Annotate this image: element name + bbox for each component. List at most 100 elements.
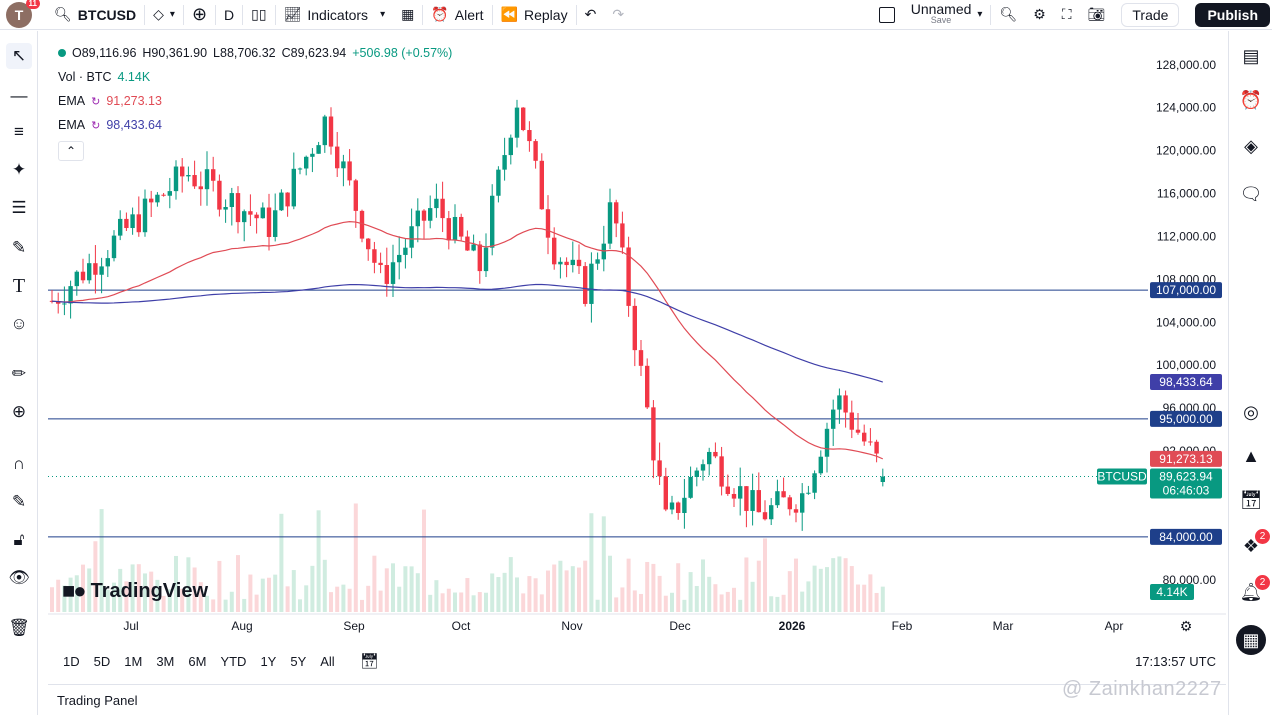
candle (849, 412, 854, 430)
layers-icon[interactable]: ◈ (1244, 135, 1258, 156)
volume-bar (384, 568, 389, 612)
axis-settings-icon[interactable]: ⚙ (1180, 619, 1193, 635)
candle (719, 456, 724, 487)
range-ytd[interactable]: YTD (220, 653, 247, 669)
utc-clock[interactable]: 17:13:57 UTC (1135, 653, 1216, 669)
ema-fast-row[interactable]: EMA ↻ 91,273.13 (58, 89, 452, 113)
watchlist-icon[interactable]: ▤ (1242, 45, 1260, 66)
symbol-search[interactable]: 🔍︎ BTCUSD (46, 0, 144, 30)
chat-icon[interactable]: 🗨︎ (1239, 183, 1263, 204)
alert-button[interactable]: ⏰ Alert (423, 0, 491, 30)
fib-icon[interactable]: ≡ (14, 122, 24, 141)
forecast-icon[interactable]: ☰ (11, 198, 27, 217)
candle (682, 497, 687, 513)
volume-bar (397, 586, 402, 612)
open-value: O89,116.96 (72, 46, 137, 60)
layout-name: Unnamed (910, 0, 972, 17)
volume-bar (310, 565, 315, 612)
hline-price-tag: 95,000.00 (1159, 412, 1213, 426)
lock-icon[interactable]: 🔓︎ (13, 530, 25, 549)
candle (310, 153, 315, 157)
text-icon[interactable]: T (12, 274, 26, 297)
trash-icon[interactable]: 🗑︎ (8, 618, 30, 637)
zoom-icon[interactable]: ⊕ (11, 402, 27, 421)
lock-drawings-icon[interactable]: ✎ (11, 492, 27, 511)
volume-row[interactable]: Vol · BTC 4.14K (58, 65, 452, 89)
volume-bar (756, 560, 761, 612)
candle (446, 218, 451, 241)
range-5d[interactable]: 5D (93, 653, 111, 669)
cycle-icon: ↻ (91, 119, 101, 132)
settings-button[interactable]: ⚙ (1025, 0, 1054, 30)
ema-fast-line[interactable] (51, 221, 884, 460)
volume-bar (459, 592, 464, 612)
indicators-button[interactable]: 📈︎ Indicators ▾ (276, 0, 394, 30)
replay-button[interactable]: ⏪ Replay (493, 0, 576, 30)
pattern-icon[interactable]: ✦ (11, 160, 27, 179)
notification-badge: 11 (25, 0, 40, 9)
layout-menu[interactable]: Unnamed Save ▾ (871, 0, 991, 30)
candle (378, 262, 383, 266)
range-1y[interactable]: 1Y (260, 653, 277, 669)
volume-bar (236, 555, 240, 612)
range-1d[interactable]: 1D (63, 653, 80, 669)
ruler-icon[interactable]: ✏ (11, 364, 27, 383)
redo-button[interactable]: ↷ (604, 0, 632, 30)
range-1m[interactable]: 1M (124, 653, 143, 669)
volume-bar (223, 599, 228, 612)
target-icon[interactable]: ◎ (1243, 401, 1259, 422)
candle (855, 429, 861, 433)
candle (223, 207, 228, 210)
user-avatar[interactable]: T 11 (6, 0, 40, 28)
undo-button[interactable]: ↶ (577, 0, 605, 30)
eye-icon[interactable]: 👁︎ (8, 568, 30, 587)
trading-panel-tab[interactable]: Trading Panel (48, 684, 1226, 715)
quick-search-button[interactable]: 🔍︎ (991, 0, 1025, 30)
publish-button[interactable]: Publish (1195, 2, 1270, 27)
volume-bar (124, 581, 129, 612)
candle (204, 169, 210, 190)
ema-slow-line[interactable] (51, 283, 883, 383)
time-tick-label: 2026 (779, 619, 806, 633)
snapshot-button[interactable]: 📷︎ (1080, 0, 1114, 30)
candle (787, 497, 792, 510)
price-chart[interactable]: 128,000.00 124,000.00 120,000.00 116,000.00… (48, 38, 1226, 640)
price-tick-label: 124,000.00 (1156, 101, 1216, 115)
volume-bar (149, 571, 154, 612)
layouts-button[interactable]: ▦ (393, 0, 422, 30)
tradingview-ideas-icon[interactable]: ▲ (1242, 445, 1260, 466)
apps-grid-icon[interactable]: ▦ (1236, 625, 1266, 655)
volume-bar (335, 586, 340, 612)
candle (831, 409, 836, 429)
brush-icon[interactable]: ✎ (11, 238, 27, 257)
chart-type-button[interactable]: ▯▯ (243, 0, 274, 30)
range-3m[interactable]: 3M (156, 653, 175, 669)
add-symbol-button[interactable]: ⊕ (184, 0, 215, 30)
range-all[interactable]: All (320, 653, 335, 669)
candle (502, 155, 507, 170)
notifications-icon[interactable]: 🔔︎ 2 (1238, 575, 1270, 605)
interval-button[interactable]: D (216, 0, 242, 30)
chevron-up-icon[interactable]: ⌃ (58, 141, 84, 161)
search-icon: 🔍︎ (54, 6, 72, 22)
calendar-range-icon[interactable]: 📅︎ (359, 653, 379, 670)
ema-slow-row[interactable]: EMA ↻ 98,433.64 (58, 113, 452, 137)
emoji-icon[interactable]: ☺ (10, 314, 28, 333)
volume-bar (211, 599, 216, 612)
candle (353, 180, 358, 211)
fullscreen-button[interactable]: ⛶ (1054, 0, 1080, 30)
magnet-icon[interactable]: ∩ (12, 454, 26, 473)
range-6m[interactable]: 6M (188, 653, 207, 669)
chart-canvas[interactable]: 128,000.00 124,000.00 120,000.00 116,000.00… (48, 38, 1226, 640)
trade-button[interactable]: Trade (1121, 2, 1180, 27)
range-5y[interactable]: 5Y (290, 653, 307, 669)
trendline-icon[interactable]: — (10, 86, 28, 105)
stream-icon[interactable]: ❖ 2 (1238, 529, 1270, 559)
symbol-name: BTCUSD (77, 6, 137, 23)
cursor-icon[interactable]: ↖ (6, 43, 32, 69)
compare-button[interactable]: ◇ ▾ (145, 0, 183, 30)
candle (589, 263, 594, 304)
alarm-clock-icon[interactable]: ⏰ (1239, 89, 1263, 110)
candle (273, 210, 278, 237)
calendar-icon[interactable]: 📅︎ (1239, 489, 1263, 510)
